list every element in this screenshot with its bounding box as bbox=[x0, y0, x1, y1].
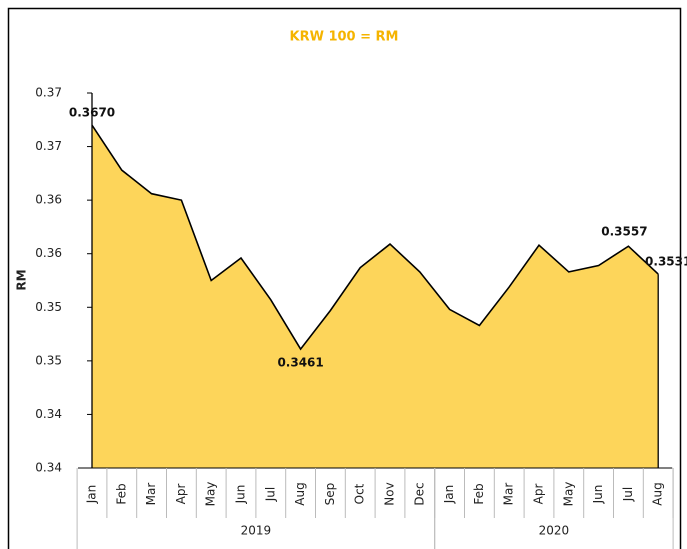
x-tick-label: Apr bbox=[532, 484, 546, 505]
x-tick-label: Feb bbox=[472, 483, 486, 504]
y-tick-label: 0.35 bbox=[35, 300, 62, 314]
y-tick-label: 0.34 bbox=[35, 461, 62, 475]
x-tick-label: Jul bbox=[263, 487, 277, 502]
value-label: 0.3461 bbox=[277, 356, 323, 370]
x-tick-label: Jan bbox=[442, 485, 456, 505]
y-tick-label: 0.37 bbox=[35, 86, 62, 100]
line bbox=[91, 124, 659, 351]
x-tick-label: May bbox=[561, 482, 575, 507]
x-tick-label: Mar bbox=[144, 483, 158, 506]
y-tick-label: 0.34 bbox=[35, 407, 62, 421]
x-tick-label: Aug bbox=[651, 482, 665, 505]
x-tick-label: Oct bbox=[353, 483, 367, 504]
y-tick-label: 0.37 bbox=[35, 139, 62, 153]
y-tick-label: 0.35 bbox=[35, 353, 62, 367]
x-tick-label: Nov bbox=[383, 482, 397, 505]
frame bbox=[7, 7, 682, 549]
y-tick-label: 0.36 bbox=[35, 246, 62, 260]
x-tick-label: Jun bbox=[234, 485, 248, 505]
chart-title: KRW 100 = RM bbox=[290, 30, 399, 45]
x-tick-label: Sep bbox=[323, 483, 337, 506]
x-tick-label: May bbox=[204, 482, 218, 507]
x-tick-label: Feb bbox=[114, 483, 128, 504]
x-tick-label: Dec bbox=[412, 482, 426, 505]
value-label: 0.3670 bbox=[69, 106, 115, 120]
value-label: 0.3557 bbox=[601, 225, 647, 239]
x-tick-label: Jul bbox=[621, 487, 635, 502]
group-label: 2019 bbox=[241, 524, 272, 538]
group-label: 2020 bbox=[539, 524, 570, 538]
y-tick-label: 0.36 bbox=[35, 193, 62, 207]
x-tick-label: Aug bbox=[293, 482, 307, 505]
x-tick-label: Apr bbox=[174, 484, 188, 505]
area bbox=[92, 125, 659, 469]
x-tick-label: Jan bbox=[85, 485, 99, 505]
y-axis-label: RM bbox=[15, 269, 29, 290]
value-label: 0.3531 bbox=[645, 255, 687, 269]
x-tick-label: Jun bbox=[591, 485, 605, 505]
x-tick-label: Mar bbox=[502, 483, 516, 506]
